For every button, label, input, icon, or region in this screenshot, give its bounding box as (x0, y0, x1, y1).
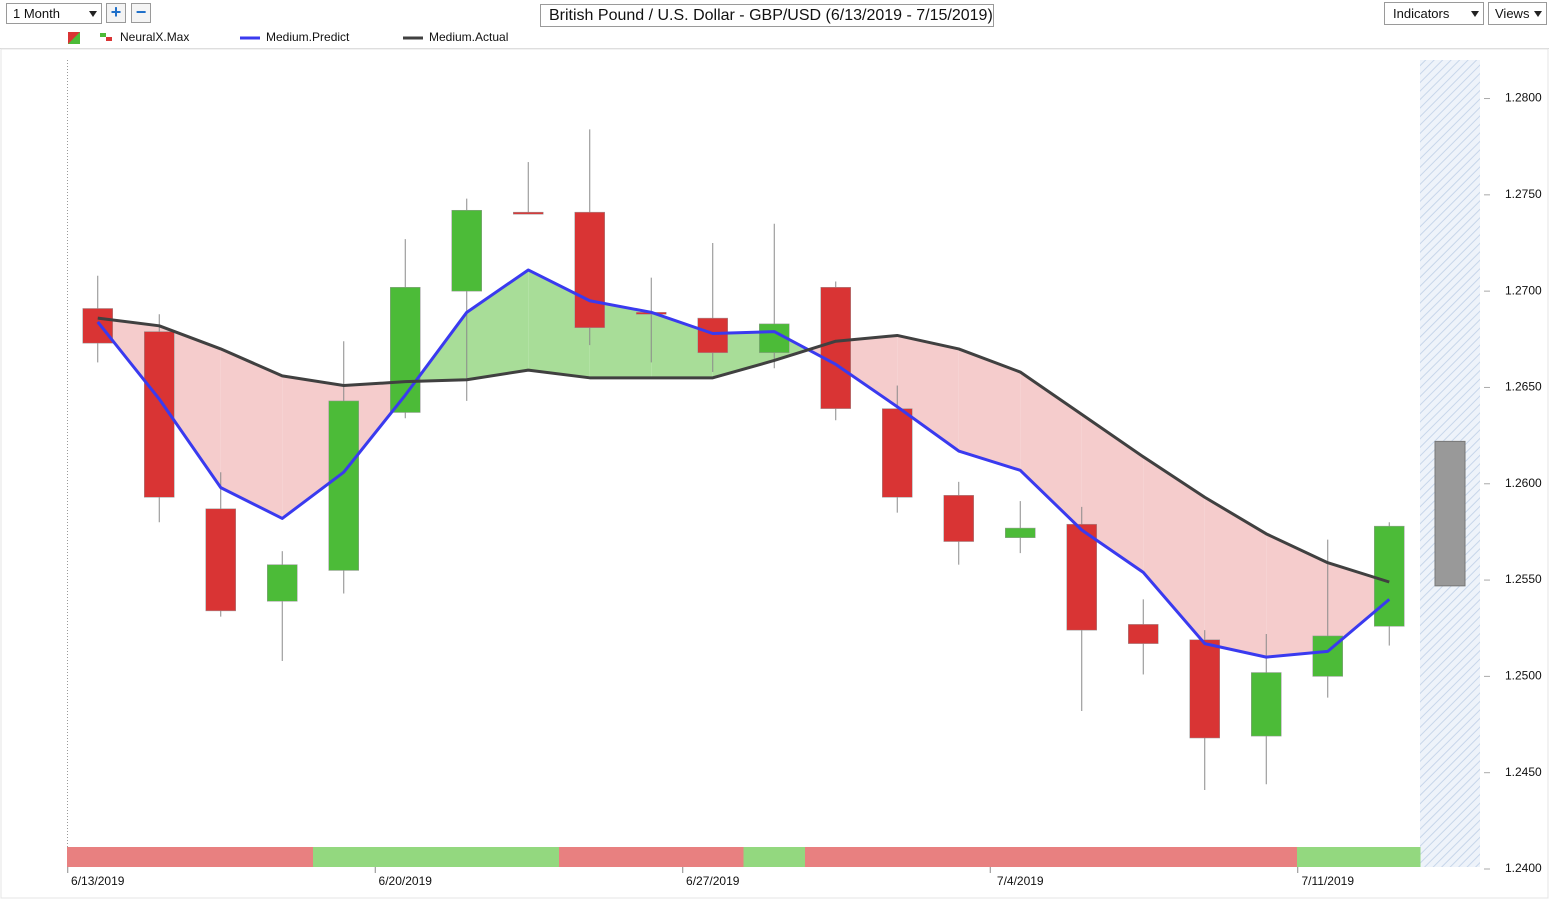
spread-fill (220, 348, 283, 519)
views-select[interactable]: Views (1488, 2, 1547, 25)
signal-cell (1297, 847, 1359, 867)
chart-frame (0, 48, 1549, 899)
candle-body (267, 564, 298, 602)
spread-fill (159, 325, 221, 488)
y-tick-label: 1.2750 (1505, 187, 1542, 201)
legend-label: Medium.Predict (266, 30, 350, 44)
title-text: British Pound / U.S. Dollar - GBP/USD (6… (549, 7, 993, 24)
legend-icon (68, 32, 80, 44)
candle-body (451, 209, 482, 292)
legend-icon (100, 33, 106, 37)
spread-fill (958, 348, 1021, 471)
candle-body (205, 508, 236, 612)
candle-body (513, 211, 544, 215)
forecast-box (1434, 440, 1466, 587)
candle-body (882, 408, 913, 498)
spread-fill (712, 331, 775, 378)
y-tick-label: 1.2450 (1505, 765, 1542, 779)
candle-body (1066, 523, 1097, 631)
signal-cell (928, 847, 990, 867)
signal-cell (497, 847, 560, 867)
signal-cell (866, 847, 929, 867)
signal-cell (559, 847, 621, 867)
signal-cell (682, 847, 744, 867)
y-tick-label: 1.2600 (1505, 476, 1542, 490)
x-tick-label: 6/13/2019 (71, 874, 125, 888)
spread-fill (343, 381, 406, 473)
candle-body (82, 308, 113, 344)
legend-label: Medium.Actual (429, 30, 508, 44)
signal-cell (805, 847, 867, 867)
signal-cell (1051, 847, 1113, 867)
zoom-out-button[interactable]: − (131, 3, 151, 23)
legend-label: NeuralX.Max (120, 30, 189, 44)
line-series (97, 316, 1390, 584)
signal-cell (989, 847, 1052, 867)
candle-body (390, 287, 421, 413)
spread-fill (1081, 414, 1144, 573)
spread-fill (1020, 372, 1082, 530)
x-tick-label: 7/4/2019 (997, 874, 1044, 888)
spread-fill (528, 269, 590, 378)
spread-fill (1143, 456, 1205, 644)
legend: NeuralX.Max Medium.Predict Medium.Actual (68, 30, 508, 44)
spread-fill (1266, 533, 1328, 658)
spread-fill (1327, 562, 1390, 652)
signal-cell (1112, 847, 1175, 867)
period-label: 1 Month (13, 6, 60, 21)
spread-fill (897, 335, 959, 452)
x-tick-label: 6/20/2019 (379, 874, 433, 888)
candle-body (943, 495, 974, 542)
signal-cell (1235, 847, 1298, 867)
line-series (96, 268, 1391, 659)
signal-cell (313, 847, 375, 867)
candle-body (1189, 639, 1220, 739)
signal-cell (190, 847, 252, 867)
signal-cell (620, 847, 683, 867)
signal-cell (1174, 847, 1236, 867)
signal-cell (67, 847, 129, 867)
signal-cell (128, 847, 191, 867)
x-tick-label: 7/11/2019 (1302, 874, 1355, 888)
candle-body (1005, 527, 1036, 538)
candle-body (328, 400, 359, 571)
signal-cell (251, 847, 314, 867)
legend-icon (106, 37, 112, 41)
candle-body (697, 317, 728, 354)
indicators-label: Indicators (1393, 6, 1450, 21)
spread-fill (589, 300, 652, 378)
y-tick-label: 1.2400 (1505, 861, 1542, 875)
chart-title: British Pound / U.S. Dollar - GBP/USD (6… (540, 4, 994, 27)
candle-body (1251, 672, 1282, 737)
y-tick-label: 1.2550 (1505, 572, 1542, 586)
candle-body (820, 287, 851, 409)
spread-fill (1204, 497, 1267, 658)
candle-body (574, 211, 605, 328)
indicators-select[interactable]: Indicators (1384, 2, 1484, 25)
signal-cell (1358, 847, 1421, 867)
y-tick-label: 1.2500 (1505, 669, 1542, 683)
candle-body (1374, 525, 1405, 627)
period-select[interactable]: 1 Month (6, 3, 102, 24)
candle-body (1128, 624, 1159, 644)
y-tick-label: 1.2800 (1505, 91, 1542, 105)
zoom-in-button[interactable]: + (106, 3, 126, 23)
x-tick-label: 6/27/2019 (686, 874, 740, 888)
signal-cell (436, 847, 498, 867)
views-label: Views (1495, 6, 1530, 21)
y-tick-label: 1.2700 (1505, 283, 1542, 297)
signal-cell (374, 847, 437, 867)
spread-fill (466, 269, 529, 380)
y-tick-label: 1.2650 (1505, 380, 1542, 394)
spread-fill (835, 335, 898, 407)
signal-cell (743, 847, 806, 867)
